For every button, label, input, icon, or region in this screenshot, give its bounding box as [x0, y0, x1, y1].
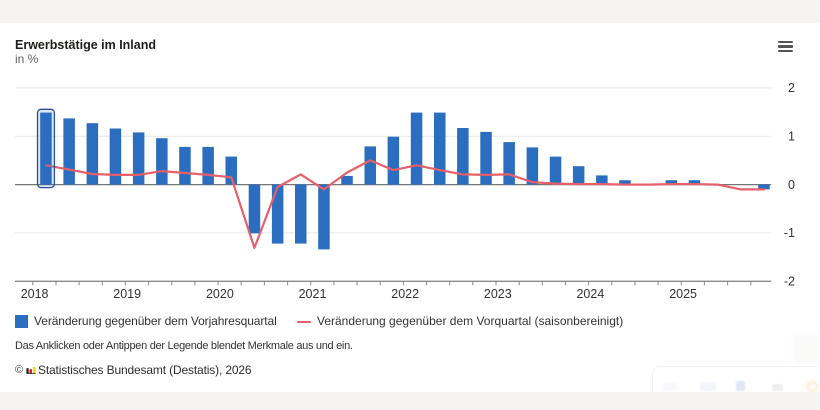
svg-text:0: 0 [788, 178, 795, 192]
svg-text:2021: 2021 [299, 287, 327, 301]
svg-text:2: 2 [788, 81, 795, 95]
svg-text:2024: 2024 [576, 287, 604, 301]
svg-text:2020: 2020 [206, 287, 234, 301]
svg-text:2018: 2018 [21, 287, 49, 301]
svg-text:2025: 2025 [669, 287, 697, 301]
svg-text:2022: 2022 [391, 287, 419, 301]
svg-text:-1: -1 [784, 226, 795, 240]
svg-text:2019: 2019 [113, 287, 141, 301]
svg-text:1: 1 [788, 130, 795, 144]
svg-text:-2: -2 [784, 275, 795, 289]
svg-text:2023: 2023 [484, 287, 512, 301]
